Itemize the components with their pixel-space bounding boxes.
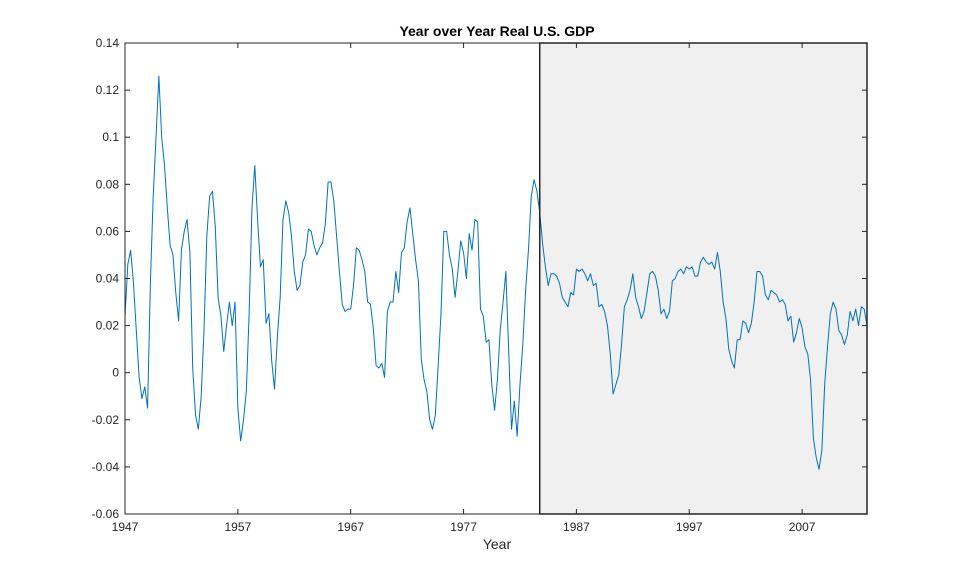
chart-title: Year over Year Real U.S. GDP xyxy=(399,23,594,39)
x-tick-label: 2007 xyxy=(789,520,816,534)
x-tick-label: 1947 xyxy=(112,520,139,534)
series-line xyxy=(124,75,868,470)
y-tick-label: -0.04 xyxy=(92,460,120,474)
y-tick-label: 0.14 xyxy=(96,36,120,50)
y-tick-label: 0 xyxy=(112,366,119,380)
y-tick-label: -0.06 xyxy=(92,507,120,521)
y-tick-label: 0.1 xyxy=(102,130,119,144)
x-tick-label: 1957 xyxy=(225,520,252,534)
y-tick-label: -0.02 xyxy=(92,413,120,427)
x-tick-label: 1967 xyxy=(337,520,364,534)
y-tick-label: 0.04 xyxy=(96,272,120,286)
y-tick-label: 0.08 xyxy=(96,177,120,191)
y-tick-label: 0.06 xyxy=(96,224,120,238)
y-tick-label: 0.02 xyxy=(96,319,120,333)
x-tick-label: 1987 xyxy=(563,520,590,534)
x-tick-label: 1977 xyxy=(450,520,477,534)
y-tick-label: 0.12 xyxy=(96,83,120,97)
shaded-region xyxy=(539,43,867,514)
x-axis-label: Year xyxy=(483,536,512,552)
x-tick-label: 1997 xyxy=(676,520,703,534)
